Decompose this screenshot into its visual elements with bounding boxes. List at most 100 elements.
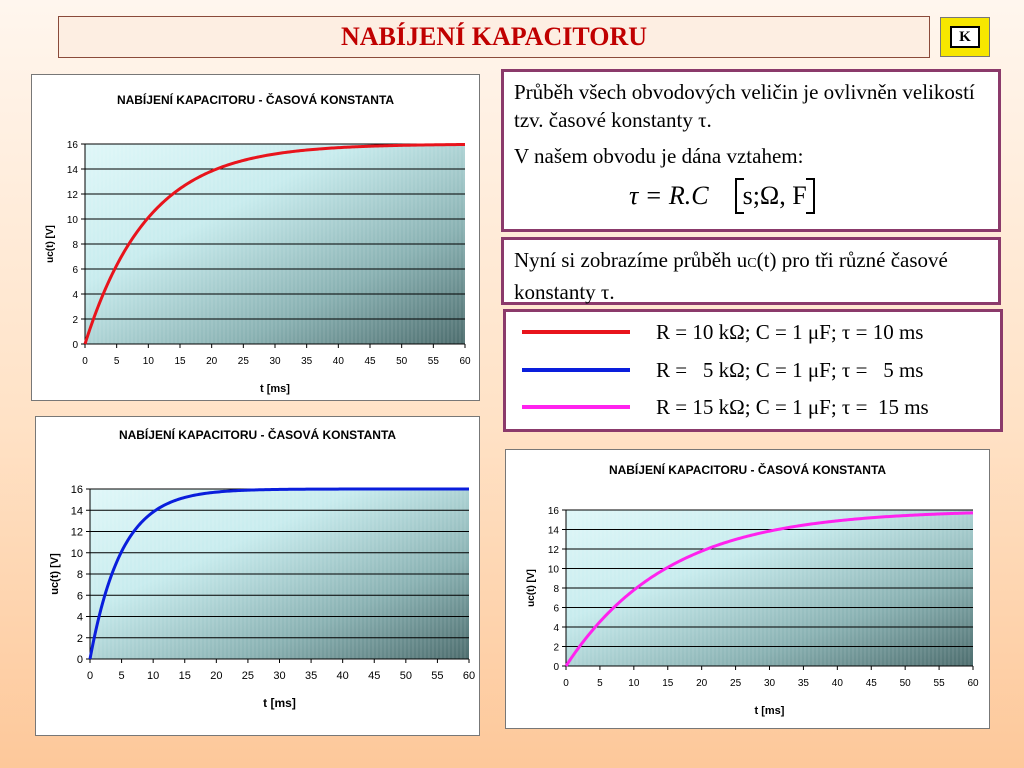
intro-text-sub: C [747, 256, 757, 271]
y-axis-label: uc(t) [V] [45, 225, 56, 263]
legend-text-tau-15: R = 15 kΩ; C = 1 μF; τ = 15 ms [656, 394, 929, 419]
x-tick-label: 5 [119, 670, 125, 682]
x-tick-label: 35 [301, 356, 313, 367]
y-tick-label: 6 [77, 590, 83, 602]
y-tick-label: 4 [72, 290, 78, 301]
legend-line-magenta [522, 405, 630, 409]
formula-units: s;Ω, F [734, 178, 815, 214]
legend-text-tau-10: R = 10 kΩ; C = 1 μF; τ = 10 ms [656, 319, 924, 344]
x-axis-label: t [ms] [263, 696, 296, 710]
y-tick-label: 8 [72, 240, 78, 251]
x-tick-label: 20 [696, 678, 708, 689]
formula-lhs: τ = R.C [629, 181, 709, 210]
y-tick-label: 14 [548, 526, 560, 537]
x-tick-label: 35 [305, 670, 317, 682]
x-tick-label: 45 [364, 356, 376, 367]
y-tick-label: 10 [67, 215, 79, 226]
x-tick-label: 20 [206, 356, 218, 367]
x-tick-label: 30 [273, 670, 285, 682]
x-tick-label: 55 [934, 678, 946, 689]
x-tick-label: 60 [459, 356, 471, 367]
x-tick-label: 50 [400, 670, 412, 682]
x-tick-label: 60 [463, 670, 475, 682]
legend-row-tau-15: R = 15 kΩ; C = 1 μF; τ = 15 ms [506, 389, 1000, 425]
x-tick-label: 45 [368, 670, 380, 682]
y-tick-label: 16 [71, 484, 83, 496]
y-tick-label: 16 [548, 506, 560, 517]
x-tick-label: 55 [428, 356, 440, 367]
x-tick-label: 0 [563, 678, 569, 689]
slide-title: NABÍJENÍ KAPACITORU [58, 16, 930, 58]
x-tick-label: 50 [396, 356, 408, 367]
x-tick-label: 50 [900, 678, 912, 689]
y-tick-label: 16 [67, 140, 79, 151]
chart-title: NABÍJENÍ KAPACITORU - ČASOVÁ KONSTANTA [119, 427, 396, 442]
time-constant-info-box: Průběh všech obvodových veličin je ovliv… [501, 69, 1001, 232]
nav-k-button[interactable]: K [940, 17, 990, 57]
x-tick-label: 15 [179, 670, 191, 682]
y-tick-label: 12 [548, 545, 560, 556]
x-tick-label: 20 [210, 670, 222, 682]
series-line [83, 143, 466, 345]
intro-text-post: (t) pro tři různé časové konstanty τ. [514, 248, 948, 304]
x-tick-label: 55 [431, 670, 443, 682]
x-tick-label: 40 [832, 678, 844, 689]
y-axis-label: uc(t) [V] [49, 553, 61, 595]
x-axis-label: t [ms] [260, 383, 290, 395]
y-tick-label: 6 [72, 265, 78, 276]
y-tick-label: 2 [553, 643, 559, 654]
info-paragraph-2: V našem obvodu je dána vztahem: [514, 144, 804, 168]
x-tick-label: 25 [238, 356, 250, 367]
x-tick-label: 10 [628, 678, 640, 689]
series-line [88, 487, 469, 660]
x-tick-label: 5 [114, 356, 120, 367]
y-tick-label: 12 [71, 527, 83, 539]
x-tick-label: 10 [147, 670, 159, 682]
y-axis-label: uc(t) [V] [526, 569, 537, 607]
chart-title: NABÍJENÍ KAPACITORU - ČASOVÁ KONSTANTA [609, 462, 886, 477]
y-tick-label: 0 [553, 662, 559, 673]
x-tick-label: 5 [597, 678, 603, 689]
y-tick-label: 2 [77, 633, 83, 645]
nav-k-label: K [950, 26, 980, 48]
legend-line-red [522, 330, 630, 334]
y-tick-label: 0 [72, 340, 78, 351]
x-axis-label: t [ms] [755, 705, 785, 717]
y-tick-label: 10 [71, 548, 83, 560]
x-tick-label: 30 [764, 678, 776, 689]
legend-text-tau-5: R = 5 kΩ; C = 1 μF; τ = 5 ms [656, 357, 924, 382]
legend-row-tau-10: R = 10 kΩ; C = 1 μF; τ = 10 ms [506, 314, 1000, 350]
chart-title: NABÍJENÍ KAPACITORU - ČASOVÁ KONSTANTA [117, 92, 394, 107]
y-tick-label: 10 [548, 565, 560, 576]
x-tick-label: 45 [866, 678, 878, 689]
x-tick-label: 0 [82, 356, 88, 367]
info-paragraph-1: Průběh všech obvodových veličin je ovliv… [514, 80, 975, 132]
intro-box: Nyní si zobrazíme průběh uC(t) pro tři r… [501, 237, 1001, 305]
y-tick-label: 14 [67, 165, 79, 176]
x-tick-label: 10 [143, 356, 155, 367]
x-tick-label: 35 [798, 678, 810, 689]
chart-tau-10: NABÍJENÍ KAPACITORU - ČASOVÁ KONSTANTA 0 2… [31, 74, 480, 401]
y-tick-label: 8 [77, 569, 83, 581]
legend-row-tau-5: R = 5 kΩ; C = 1 μF; τ = 5 ms [506, 352, 1000, 388]
tau-formula: τ = R.C s;Ω, F [514, 178, 988, 214]
chart-tau-5: NABÍJENÍ KAPACITORU - ČASOVÁ KONSTANTA 0 2… [35, 416, 480, 736]
y-tick-label: 0 [77, 654, 83, 666]
x-tick-label: 40 [337, 670, 349, 682]
x-tick-label: 15 [662, 678, 674, 689]
chart-tau-15: NABÍJENÍ KAPACITORU - ČASOVÁ KONSTANTA 0 2… [505, 449, 990, 729]
y-tick-label: 6 [553, 604, 559, 615]
y-tick-label: 8 [553, 584, 559, 595]
y-tick-label: 4 [77, 612, 83, 624]
x-tick-label: 25 [242, 670, 254, 682]
intro-text-pre: Nyní si zobrazíme průběh u [514, 248, 748, 272]
x-tick-label: 30 [269, 356, 281, 367]
x-tick-label: 15 [174, 356, 186, 367]
y-tick-label: 2 [72, 315, 78, 326]
x-tick-label: 60 [967, 678, 979, 689]
x-tick-label: 25 [730, 678, 742, 689]
x-tick-label: 40 [333, 356, 345, 367]
x-tick-label: 0 [87, 670, 93, 682]
series-legend: R = 10 kΩ; C = 1 μF; τ = 10 ms R = 5 kΩ;… [503, 309, 1003, 432]
y-tick-label: 14 [71, 505, 83, 517]
